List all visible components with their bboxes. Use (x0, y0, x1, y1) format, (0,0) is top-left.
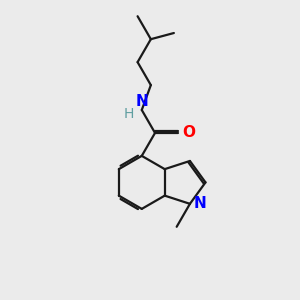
Text: N: N (135, 94, 148, 109)
Text: H: H (123, 107, 134, 122)
Text: O: O (182, 125, 195, 140)
Text: N: N (194, 196, 206, 211)
